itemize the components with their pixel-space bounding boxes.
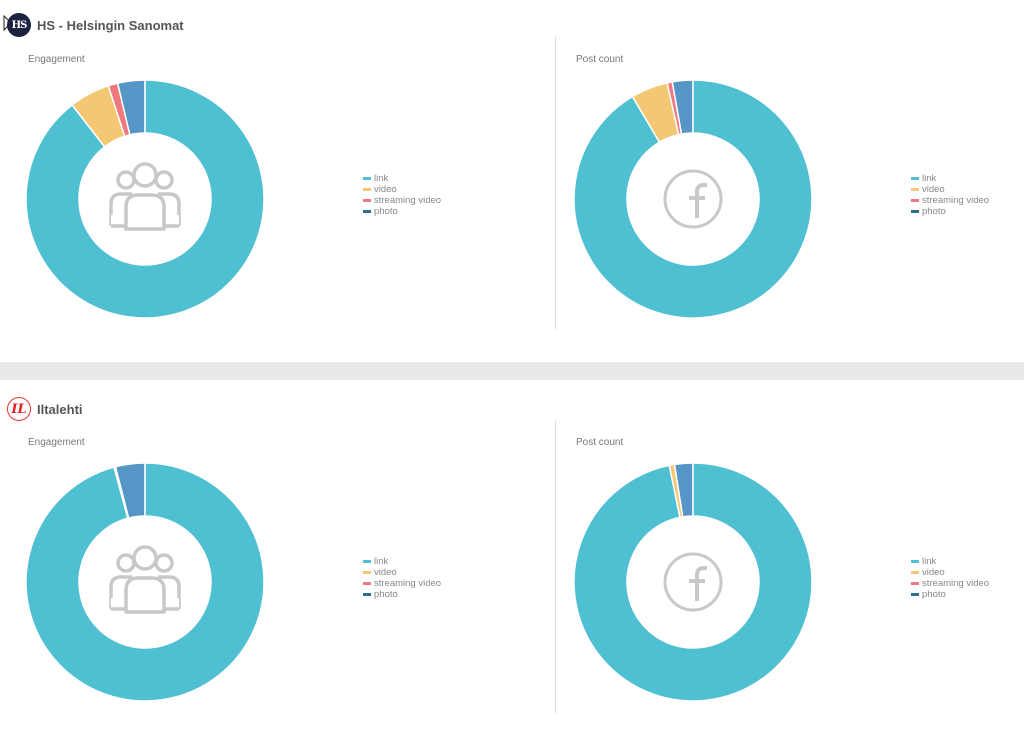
chart-title: Post count <box>576 437 624 448</box>
legend-item-photo[interactable]: photo <box>363 206 441 217</box>
legend-item-link[interactable]: link <box>911 556 989 567</box>
legend-swatch <box>363 593 371 596</box>
legend-item-video[interactable]: video <box>911 567 989 578</box>
legend-item-video[interactable]: video <box>363 184 441 195</box>
hs-section: HS HS - Helsingin Sanomat Engagement lin… <box>0 0 1024 362</box>
legend-label: link <box>922 556 937 567</box>
donut-slice-link[interactable] <box>573 79 813 319</box>
legend-label: streaming video <box>922 578 990 589</box>
legend-item-video[interactable]: video <box>911 184 989 195</box>
iltalehti-logo: IL <box>7 397 31 421</box>
legend-label: photo <box>374 206 398 217</box>
post-count-chart-panel: Post count link video streaming video ph… <box>548 431 1024 731</box>
legend-label: video <box>922 184 945 195</box>
legend-item-photo[interactable]: photo <box>363 589 441 600</box>
brand-name[interactable]: Iltalehti <box>37 401 83 417</box>
legend-label: video <box>374 567 397 578</box>
brand-name[interactable]: HS - Helsingin Sanomat <box>37 17 184 33</box>
chart-legend: link video streaming video photo <box>911 556 989 600</box>
hs-logo: HS <box>7 13 31 37</box>
legend-label: video <box>374 184 397 195</box>
chart-legend: link video streaming video photo <box>363 556 441 600</box>
donut-slice-link[interactable] <box>25 79 265 319</box>
legend-label: photo <box>922 589 946 600</box>
users-icon <box>109 162 181 231</box>
facebook-icon <box>663 552 723 612</box>
legend-label: photo <box>922 206 946 217</box>
legend-swatch <box>363 188 371 191</box>
chart-title: Engagement <box>28 54 85 65</box>
legend-item-photo[interactable]: photo <box>911 206 989 217</box>
engagement-donut-chart[interactable] <box>24 78 266 320</box>
legend-swatch <box>911 188 919 191</box>
post-count-donut-chart[interactable] <box>572 78 814 320</box>
legend-label: photo <box>374 589 398 600</box>
legend-item-video[interactable]: video <box>363 567 441 578</box>
legend-item-streaming-video[interactable]: streaming video <box>363 195 441 206</box>
legend-swatch <box>363 560 371 563</box>
chart-title: Engagement <box>28 437 85 448</box>
panel-divider <box>555 37 556 329</box>
legend-swatch <box>363 571 371 574</box>
legend-item-streaming-video[interactable]: streaming video <box>911 578 989 589</box>
legend-swatch <box>911 560 919 563</box>
legend-label: video <box>922 567 945 578</box>
donut-slice-link[interactable] <box>25 462 265 702</box>
legend-swatch <box>363 582 371 585</box>
legend-swatch <box>363 177 371 180</box>
legend-swatch <box>911 210 919 213</box>
chart-legend: link video streaming video photo <box>363 173 441 217</box>
legend-label: streaming video <box>374 578 442 589</box>
section-separator <box>0 362 1024 380</box>
brand-header[interactable]: HS HS - Helsingin Sanomat <box>7 12 184 38</box>
chart-legend: link video streaming video photo <box>911 173 989 217</box>
legend-swatch <box>363 210 371 213</box>
engagement-chart-panel: Engagement link video streaming video ph… <box>0 431 540 731</box>
legend-item-link[interactable]: link <box>363 556 441 567</box>
legend-swatch <box>911 582 919 585</box>
legend-label: link <box>922 173 937 184</box>
legend-item-link[interactable]: link <box>911 173 989 184</box>
legend-label: streaming video <box>922 195 990 206</box>
panel-divider <box>555 420 556 713</box>
brand-header[interactable]: IL Iltalehti <box>7 396 83 422</box>
legend-item-streaming-video[interactable]: streaming video <box>363 578 441 589</box>
legend-item-streaming-video[interactable]: streaming video <box>911 195 989 206</box>
iltalehti-section: IL Iltalehti Engagement link video strea… <box>0 380 1024 731</box>
legend-swatch <box>363 199 371 202</box>
post-count-chart-panel: Post count link video streaming video ph… <box>548 48 1024 348</box>
chart-title: Post count <box>576 54 624 65</box>
legend-swatch <box>911 593 919 596</box>
engagement-donut-chart[interactable] <box>24 461 266 703</box>
engagement-chart-panel: Engagement link video streaming video ph… <box>0 48 540 348</box>
donut-slice-link[interactable] <box>573 462 813 702</box>
legend-label: link <box>374 173 389 184</box>
legend-label: streaming video <box>374 195 442 206</box>
legend-swatch <box>911 199 919 202</box>
legend-label: link <box>374 556 389 567</box>
legend-swatch <box>911 571 919 574</box>
facebook-icon <box>663 169 723 229</box>
users-icon <box>109 545 181 614</box>
legend-item-link[interactable]: link <box>363 173 441 184</box>
post-count-donut-chart[interactable] <box>572 461 814 703</box>
legend-item-photo[interactable]: photo <box>911 589 989 600</box>
legend-swatch <box>911 177 919 180</box>
